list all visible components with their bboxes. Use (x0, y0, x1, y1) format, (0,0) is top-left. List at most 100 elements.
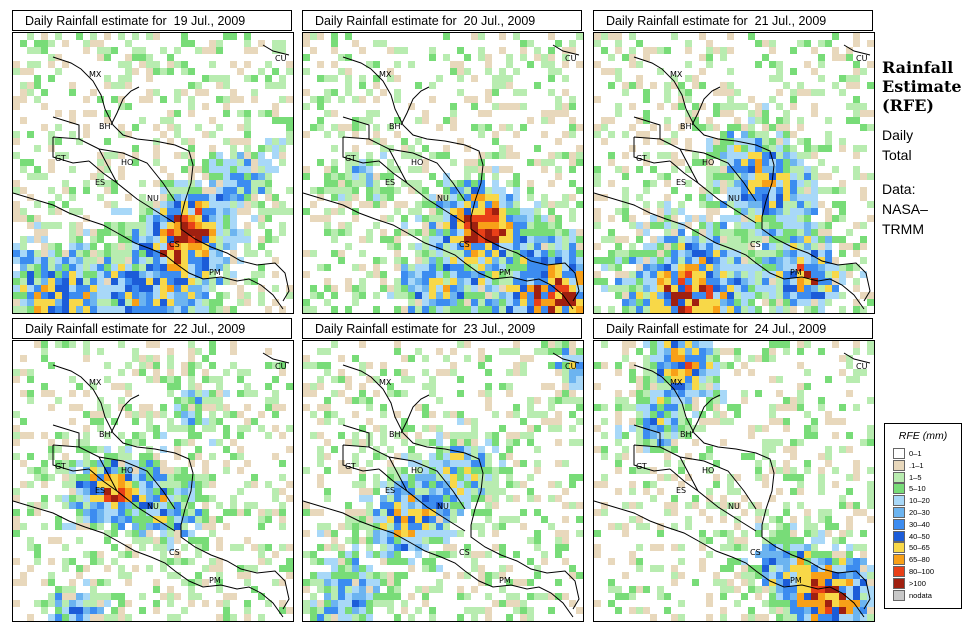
rainfall-cell (576, 397, 583, 404)
rainfall-cell (755, 271, 762, 278)
rainfall-cell (762, 194, 769, 201)
rainfall-cell (692, 502, 699, 509)
rainfall-cell (160, 460, 167, 467)
rainfall-cell (422, 243, 429, 250)
rainfall-cell (657, 397, 664, 404)
rainfall-cell (636, 278, 643, 285)
rainfall-cell (506, 194, 513, 201)
rainfall-cell (244, 425, 251, 432)
rainfall-cell (324, 264, 331, 271)
rainfall-cell (27, 306, 34, 313)
rainfall-cell (174, 110, 181, 117)
rainfall-cell (741, 187, 748, 194)
rainfall-cell (181, 299, 188, 306)
rainfall-cell (499, 278, 506, 285)
rainfall-cell (492, 271, 499, 278)
rainfall-cell (195, 187, 202, 194)
rainfall-cell (636, 306, 643, 313)
rainfall-cell (181, 418, 188, 425)
rainfall-cell (748, 355, 755, 362)
rainfall-cell (139, 474, 146, 481)
rainfall-cell (443, 292, 450, 299)
rainfall-cell (118, 33, 125, 40)
rainfall-cell (643, 278, 650, 285)
rainfall-cell (762, 313, 769, 314)
rainfall-cell (13, 488, 20, 495)
rainfall-cell (146, 509, 153, 516)
rainfall-cell (352, 481, 359, 488)
rainfall-cell (352, 432, 359, 439)
rainfall-cell (706, 201, 713, 208)
rainfall-cell (471, 425, 478, 432)
rainfall-cell (706, 502, 713, 509)
rainfall-cell (860, 271, 867, 278)
rainfall-cell (569, 285, 576, 292)
rainfall-cell (569, 397, 576, 404)
rainfall-cell (422, 523, 429, 530)
rainfall-cell (338, 124, 345, 131)
rainfall-cell (279, 47, 286, 54)
rainfall-cell (104, 600, 111, 607)
rainfall-cell (331, 607, 338, 614)
rainfall-cell (279, 306, 286, 313)
rainfall-cell (657, 278, 664, 285)
rainfall-cell (139, 61, 146, 68)
rainfall-cell (272, 299, 279, 306)
rainfall-cell (622, 54, 629, 61)
rainfall-cell (755, 264, 762, 271)
rainfall-cell (464, 271, 471, 278)
rainfall-cell (790, 397, 797, 404)
rainfall-cell (874, 383, 875, 390)
rainfall-cell (769, 250, 776, 257)
rainfall-cell (541, 166, 548, 173)
rainfall-cell (583, 264, 584, 271)
rainfall-cell (380, 173, 387, 180)
rainfall-cell (492, 173, 499, 180)
rainfall-cell (562, 362, 569, 369)
rainfall-cell (139, 537, 146, 544)
rainfall-cell (706, 285, 713, 292)
rainfall-cell (27, 481, 34, 488)
rainfall-cell (181, 250, 188, 257)
rainfall-cell (576, 369, 583, 376)
rainfall-cell (769, 439, 776, 446)
rainfall-cell (34, 82, 41, 89)
rainfall-cell (286, 208, 293, 215)
rainfall-cell (671, 306, 678, 313)
rainfall-cell (380, 544, 387, 551)
rainfall-cell (139, 432, 146, 439)
rainfall-cell (657, 47, 664, 54)
rainfall-cell (436, 425, 443, 432)
rainfall-cell (485, 187, 492, 194)
rainfall-cell (181, 481, 188, 488)
rainfall-cell (534, 397, 541, 404)
rainfall-cell (62, 558, 69, 565)
rainfall-cell (387, 124, 394, 131)
rainfall-cell (643, 341, 650, 348)
rainfall-cell (755, 467, 762, 474)
rainfall-cell (478, 208, 485, 215)
rainfall-cell (387, 180, 394, 187)
rainfall-cell (499, 33, 506, 40)
rainfall-cell (345, 278, 352, 285)
rainfall-cell (783, 117, 790, 124)
rainfall-cell (181, 362, 188, 369)
rainfall-cell (202, 537, 209, 544)
rainfall-cell (636, 40, 643, 47)
rainfall-cell (569, 159, 576, 166)
rainfall-cell (324, 362, 331, 369)
rainfall-cell (713, 264, 720, 271)
rainfall-cell (601, 453, 608, 460)
rainfall-cell (657, 348, 664, 355)
rainfall-cell (146, 257, 153, 264)
rainfall-cell (27, 390, 34, 397)
rainfall-cell (776, 376, 783, 383)
rainfall-cell (422, 467, 429, 474)
rainfall-cell (97, 509, 104, 516)
rainfall-cell (874, 404, 875, 411)
rainfall-cell (853, 509, 860, 516)
rainfall-cell (650, 495, 657, 502)
rainfall-cell (331, 110, 338, 117)
rainfall-cell (244, 33, 251, 40)
rainfall-cell (331, 411, 338, 418)
